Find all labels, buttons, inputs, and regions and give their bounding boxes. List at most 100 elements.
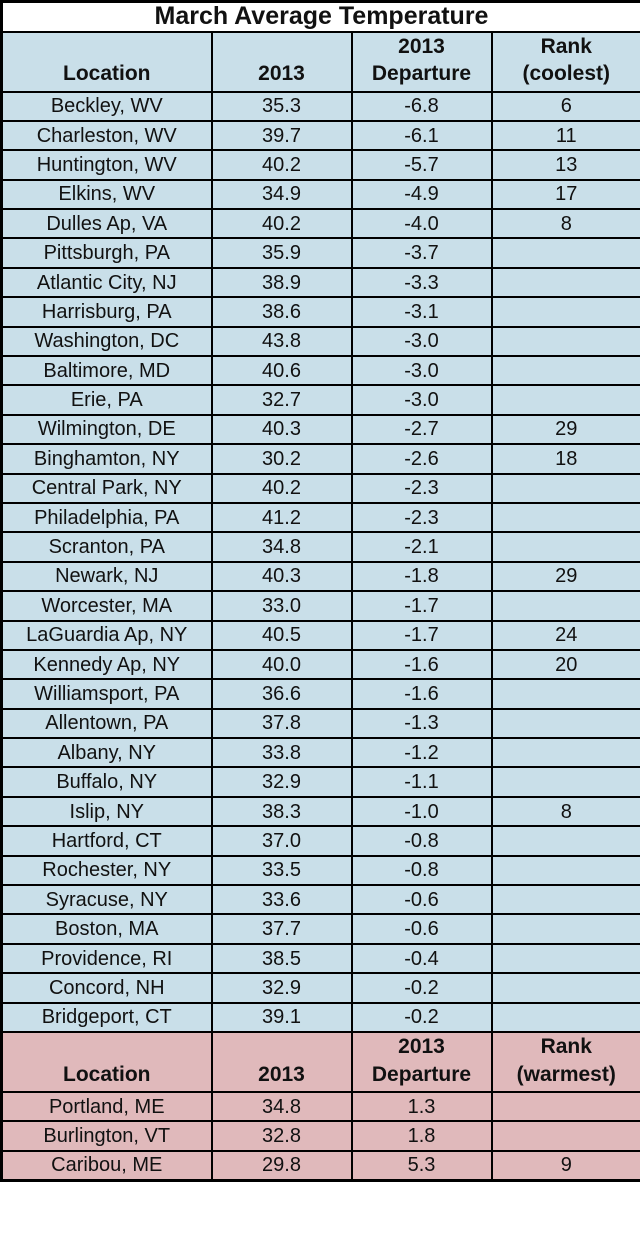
rank-cell bbox=[490, 1090, 640, 1123]
rank-cell bbox=[490, 384, 640, 416]
rank-cell bbox=[490, 266, 640, 299]
table-row: Scranton, PA 34.8 -2.1 bbox=[0, 531, 640, 563]
table-row: Hartford, CT 37.0 -0.8 bbox=[0, 825, 640, 857]
table-row: Kennedy Ap, NY 40.0 -1.6 20 bbox=[0, 648, 640, 681]
page: March Average Temperature Location 2013 … bbox=[0, 0, 640, 1182]
warm-header-group: Location 2013 2013 Departure Rank (warme… bbox=[0, 1031, 640, 1093]
value-2013-cell: 37.8 bbox=[210, 707, 353, 740]
value-2013-cell: 43.8 bbox=[210, 325, 353, 358]
table-row: Huntington, WV 40.2 -5.7 13 bbox=[0, 149, 640, 181]
table-row: Baltimore, MD 40.6 -3.0 bbox=[0, 355, 640, 387]
departure-cell: -2.6 bbox=[350, 443, 493, 475]
location-cell: LaGuardia Ap, NY bbox=[0, 619, 213, 651]
table-row: Beckley, WV 35.3 -6.8 6 bbox=[0, 90, 640, 122]
temperature-table: March Average Temperature Location 2013 … bbox=[0, 0, 640, 1182]
location-cell: Concord, NH bbox=[0, 972, 213, 1004]
location-cell: Kennedy Ap, NY bbox=[0, 648, 213, 681]
value-2013-cell: 34.9 bbox=[210, 178, 353, 211]
col-header-2013: 2013 bbox=[210, 1031, 353, 1093]
table-row: Newark, NJ 40.3 -1.8 29 bbox=[0, 560, 640, 593]
value-2013-cell: 38.9 bbox=[210, 266, 353, 299]
departure-cell: -1.2 bbox=[350, 737, 493, 769]
location-cell: Burlington, VT bbox=[0, 1120, 213, 1152]
rank-cell: 17 bbox=[490, 178, 640, 211]
col-header-rank-coolest: Rank (coolest) bbox=[490, 30, 640, 93]
value-2013-cell: 34.8 bbox=[210, 531, 353, 563]
value-2013-cell: 41.2 bbox=[210, 501, 353, 534]
location-cell: Philadelphia, PA bbox=[0, 501, 213, 534]
location-cell: Bridgeport, CT bbox=[0, 1001, 213, 1034]
location-cell: Harrisburg, PA bbox=[0, 296, 213, 328]
departure-cell: -1.6 bbox=[350, 678, 493, 710]
table-row: Philadelphia, PA 41.2 -2.3 bbox=[0, 501, 640, 534]
table-row: Wilmington, DE 40.3 -2.7 29 bbox=[0, 413, 640, 446]
departure-cell: -1.3 bbox=[350, 707, 493, 740]
location-cell: Buffalo, NY bbox=[0, 766, 213, 798]
value-2013-cell: 40.6 bbox=[210, 355, 353, 387]
location-cell: Erie, PA bbox=[0, 384, 213, 416]
rank-cell: 6 bbox=[490, 90, 640, 122]
value-2013-cell: 35.9 bbox=[210, 237, 353, 269]
value-2013-cell: 36.6 bbox=[210, 678, 353, 710]
departure-cell: 1.3 bbox=[350, 1090, 493, 1123]
table-row: Washington, DC 43.8 -3.0 bbox=[0, 325, 640, 358]
location-cell: Boston, MA bbox=[0, 913, 213, 945]
value-2013-cell: 39.1 bbox=[210, 1001, 353, 1034]
table-row: Elkins, WV 34.9 -4.9 17 bbox=[0, 178, 640, 211]
table-row: Binghamton, NY 30.2 -2.6 18 bbox=[0, 443, 640, 475]
table-row: Allentown, PA 37.8 -1.3 bbox=[0, 707, 640, 740]
departure-cell: 5.3 bbox=[350, 1149, 493, 1182]
value-2013-cell: 38.5 bbox=[210, 942, 353, 975]
departure-cell: -0.8 bbox=[350, 854, 493, 887]
departure-cell: -0.6 bbox=[350, 913, 493, 945]
departure-cell: -4.9 bbox=[350, 178, 493, 211]
value-2013-cell: 37.7 bbox=[210, 913, 353, 945]
departure-cell: -3.1 bbox=[350, 296, 493, 328]
departure-cell: -3.7 bbox=[350, 237, 493, 269]
rank-cell: 18 bbox=[490, 443, 640, 475]
value-2013-cell: 34.8 bbox=[210, 1090, 353, 1123]
table-row: Syracuse, NY 33.6 -0.6 bbox=[0, 884, 640, 916]
value-2013-cell: 38.6 bbox=[210, 296, 353, 328]
value-2013-cell: 33.8 bbox=[210, 737, 353, 769]
col-header-departure: 2013 Departure bbox=[350, 30, 493, 93]
departure-cell: -3.0 bbox=[350, 355, 493, 387]
col-header-location: Location bbox=[0, 1031, 213, 1093]
table-row: LaGuardia Ap, NY 40.5 -1.7 24 bbox=[0, 619, 640, 651]
departure-cell: -0.2 bbox=[350, 972, 493, 1004]
departure-cell: -1.7 bbox=[350, 619, 493, 651]
col-header-location: Location bbox=[0, 30, 213, 93]
value-2013-cell: 40.2 bbox=[210, 149, 353, 181]
table-row: Burlington, VT 32.8 1.8 bbox=[0, 1120, 640, 1152]
rank-cell bbox=[490, 766, 640, 798]
rank-cell: 29 bbox=[490, 560, 640, 593]
table-row: Bridgeport, CT 39.1 -0.2 bbox=[0, 1001, 640, 1034]
table-title: March Average Temperature bbox=[0, 0, 640, 33]
departure-cell: 1.8 bbox=[350, 1120, 493, 1152]
value-2013-cell: 37.0 bbox=[210, 825, 353, 857]
departure-cell: -6.8 bbox=[350, 90, 493, 122]
value-2013-cell: 32.7 bbox=[210, 384, 353, 416]
location-cell: Beckley, WV bbox=[0, 90, 213, 122]
departure-cell: -2.7 bbox=[350, 413, 493, 446]
table-row: Atlantic City, NJ 38.9 -3.3 bbox=[0, 266, 640, 299]
value-2013-cell: 29.8 bbox=[210, 1149, 353, 1182]
location-cell: Central Park, NY bbox=[0, 472, 213, 504]
value-2013-cell: 32.9 bbox=[210, 766, 353, 798]
departure-cell: -0.4 bbox=[350, 942, 493, 975]
location-cell: Portland, ME bbox=[0, 1090, 213, 1123]
value-2013-cell: 30.2 bbox=[210, 443, 353, 475]
departure-cell: -3.3 bbox=[350, 266, 493, 299]
departure-cell: -2.1 bbox=[350, 531, 493, 563]
rank-cell bbox=[490, 825, 640, 857]
cool-section-rows: Beckley, WV 35.3 -6.8 6 Charleston, WV 39.7 -6… bbox=[0, 90, 640, 1034]
location-cell: Caribou, ME bbox=[0, 1149, 213, 1182]
table-row: Pittsburgh, PA 35.9 -3.7 bbox=[0, 237, 640, 269]
rank-cell: 29 bbox=[490, 413, 640, 446]
rank-cell bbox=[490, 942, 640, 975]
table-row: Caribou, ME 29.8 5.3 9 bbox=[0, 1149, 640, 1182]
value-2013-cell: 40.3 bbox=[210, 413, 353, 446]
rank-cell: 11 bbox=[490, 119, 640, 152]
table-row: Worcester, MA 33.0 -1.7 bbox=[0, 590, 640, 622]
location-cell: Charleston, WV bbox=[0, 119, 213, 152]
